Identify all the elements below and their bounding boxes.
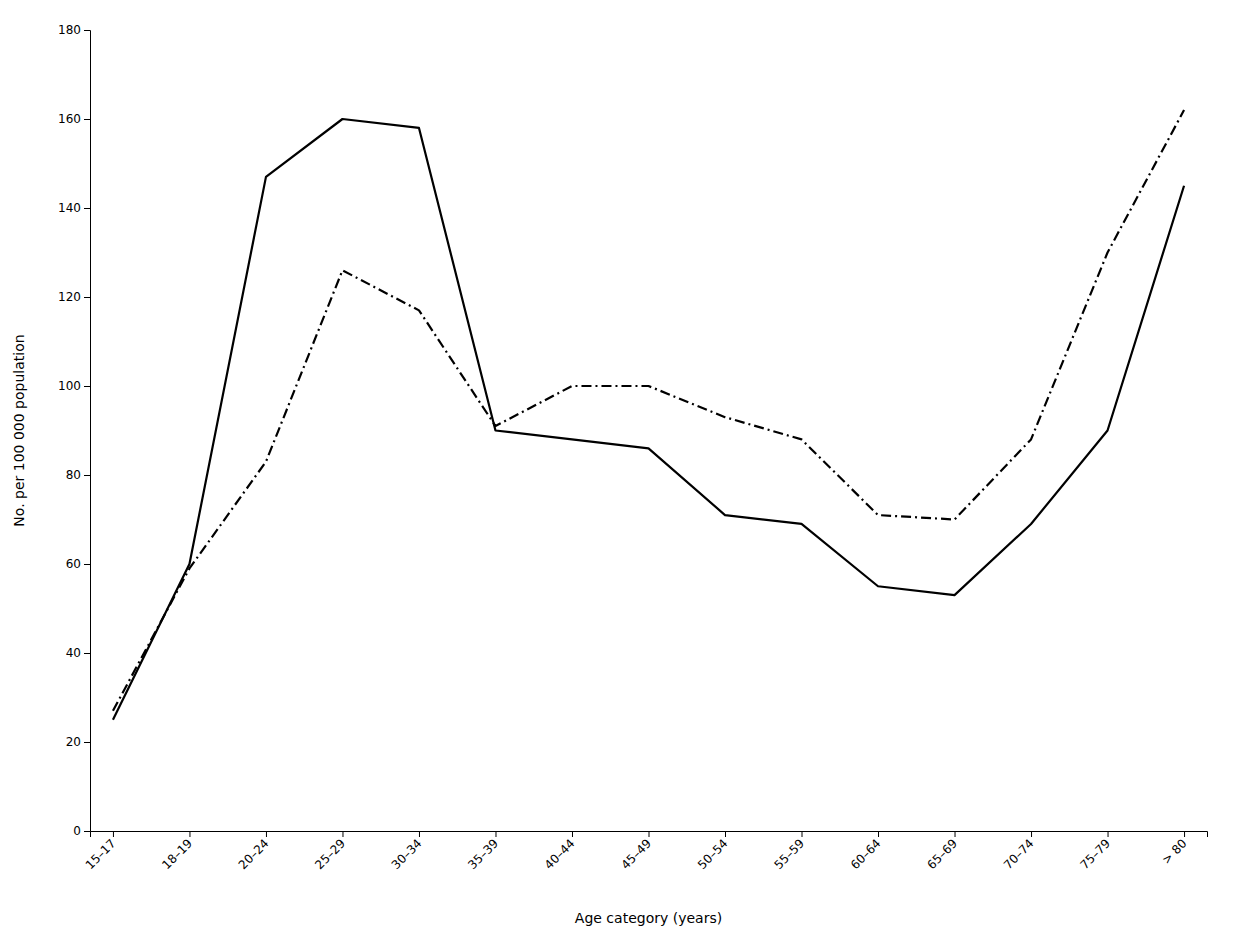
tick-mark [189,831,190,837]
tick-label: 25–29 [312,836,348,872]
tick-mark [84,831,90,832]
tick: 15–17 [83,831,119,872]
tick: 70–74 [1001,831,1037,872]
lines [113,110,1184,720]
tick-label: 60 [66,557,81,571]
tick: 30–34 [389,831,425,872]
tick-label: 45–49 [618,836,654,872]
tick: 100 [58,379,90,393]
line [113,110,1184,711]
tick-label: 35–39 [465,836,501,872]
tick-label: 75–79 [1077,836,1113,872]
tick: 25–29 [312,831,348,872]
plot: 15–17 18–19 20–24 25–29 30–34 35–39 40–44 45–49… [58,23,1207,872]
tick-label: 180 [58,23,81,37]
tick-label: 30–34 [389,836,425,872]
tick-label: > 80 [1159,836,1190,867]
tick-mark [342,831,343,837]
tick-mark [1108,831,1109,837]
tick-label: 40–44 [542,836,578,872]
tick-mark [84,742,90,743]
tick: 45–49 [618,831,654,872]
tick: 75–79 [1077,831,1113,872]
tick-mark [419,831,420,837]
tick: 50–54 [695,831,731,872]
tick-label: 20–24 [236,836,272,872]
tick: 55–59 [771,831,807,872]
tick-mark [84,297,90,298]
tick: 18–19 [159,831,195,872]
tick-label: 55–59 [771,836,807,872]
tick: 65–69 [924,831,960,872]
tick-label: 160 [58,112,81,126]
tick-mark [84,30,90,31]
tick-mark [1184,831,1185,837]
tick-label: 65–69 [924,836,960,872]
tick: 80 [66,468,90,482]
x-axis: 15–17 18–19 20–24 25–29 30–34 35–39 40–44 45–49… [83,831,1208,872]
tick: 20 [66,735,90,749]
tick: 60 [66,557,90,571]
tick-mark [84,475,90,476]
tick-mark [84,208,90,209]
tick-mark [955,831,956,837]
tick: 40 [66,646,90,660]
tick-label: 50–54 [695,836,731,872]
tick-label: 140 [58,201,81,215]
tick: 35–39 [465,831,501,872]
y-axis: 0 20 40 60 80 100 120 140 160 180 [58,23,90,838]
tick-mark [495,831,496,837]
tick-mark [1031,831,1032,837]
tick-mark [649,831,650,837]
tick-mark [84,564,90,565]
tick-mark [878,831,879,837]
tick-label: 70–74 [1001,836,1037,872]
tick: 180 [58,23,90,37]
tick: > 80 [1159,831,1190,867]
tick-mark [266,831,267,837]
chart: 15–17 18–19 20–24 25–29 30–34 35–39 40–44 45–49… [0,0,1247,941]
tick-label: 18–19 [159,836,195,872]
tick: 140 [58,201,90,215]
tick-label: 40 [66,646,81,660]
tick: 0 [73,824,90,838]
tick-mark [113,831,114,837]
tick-mark [84,653,90,654]
tick: 160 [58,112,90,126]
tick: 60–64 [848,831,884,872]
tick-mark [572,831,573,837]
axis-line [91,832,1208,838]
tick-label: 15–17 [83,836,119,872]
line [113,119,1184,720]
x-axis-title: Age category (years) [575,910,722,926]
tick: 120 [58,290,90,304]
tick-mark [84,386,90,387]
tick-label: 0 [73,824,81,838]
tick-label: 60–64 [848,836,884,872]
y-axis-title: No. per 100 000 population [11,334,27,526]
tick-mark [725,831,726,837]
tick-label: 100 [58,379,81,393]
tick-label: 120 [58,290,81,304]
tick-label: 20 [66,735,81,749]
axis-line [84,31,91,832]
tick-label: 80 [66,468,81,482]
tick-mark [84,119,90,120]
tick: 20–24 [236,831,272,872]
tick-mark [802,831,803,837]
tick: 40–44 [542,831,578,872]
